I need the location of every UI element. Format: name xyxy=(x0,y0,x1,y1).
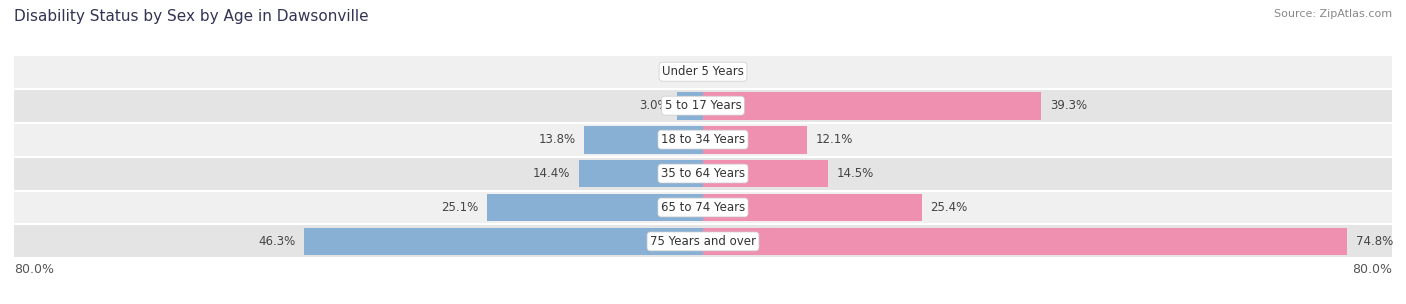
Text: 65 to 74 Years: 65 to 74 Years xyxy=(661,201,745,214)
Text: Disability Status by Sex by Age in Dawsonville: Disability Status by Sex by Age in Dawso… xyxy=(14,9,368,24)
Bar xyxy=(14,157,1392,191)
Text: 13.8%: 13.8% xyxy=(538,133,575,146)
Text: 14.4%: 14.4% xyxy=(533,167,571,180)
Text: 75 Years and over: 75 Years and over xyxy=(650,235,756,248)
Bar xyxy=(703,227,1347,255)
Bar xyxy=(703,160,828,188)
Bar xyxy=(14,55,1392,89)
Bar xyxy=(583,126,703,154)
Bar xyxy=(579,160,703,188)
Bar xyxy=(703,92,1042,119)
Text: 80.0%: 80.0% xyxy=(1353,264,1392,277)
Bar xyxy=(14,89,1392,123)
Text: 0.0%: 0.0% xyxy=(716,65,745,78)
Bar xyxy=(678,92,703,119)
Bar xyxy=(703,126,807,154)
Text: Source: ZipAtlas.com: Source: ZipAtlas.com xyxy=(1274,9,1392,19)
Text: 46.3%: 46.3% xyxy=(259,235,295,248)
Text: 39.3%: 39.3% xyxy=(1050,99,1087,112)
Bar xyxy=(14,224,1392,258)
Bar xyxy=(703,194,922,221)
Text: 80.0%: 80.0% xyxy=(14,264,53,277)
Text: 3.0%: 3.0% xyxy=(638,99,669,112)
Text: 74.8%: 74.8% xyxy=(1355,235,1393,248)
Text: 14.5%: 14.5% xyxy=(837,167,873,180)
Text: 5 to 17 Years: 5 to 17 Years xyxy=(665,99,741,112)
Bar xyxy=(486,194,703,221)
Text: 25.1%: 25.1% xyxy=(441,201,478,214)
Bar xyxy=(14,123,1392,157)
Legend: Male, Female: Male, Female xyxy=(637,300,769,304)
Text: 25.4%: 25.4% xyxy=(931,201,967,214)
Text: 0.0%: 0.0% xyxy=(661,65,690,78)
Text: Under 5 Years: Under 5 Years xyxy=(662,65,744,78)
Bar xyxy=(304,227,703,255)
Text: 12.1%: 12.1% xyxy=(815,133,853,146)
Text: 18 to 34 Years: 18 to 34 Years xyxy=(661,133,745,146)
Text: 35 to 64 Years: 35 to 64 Years xyxy=(661,167,745,180)
Bar xyxy=(14,191,1392,224)
